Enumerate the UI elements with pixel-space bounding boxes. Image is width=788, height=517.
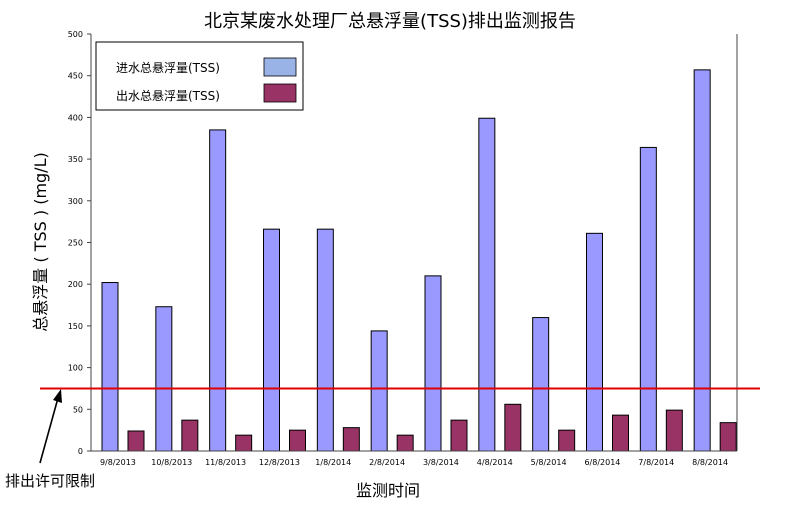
- bar-outflow-11/8/2013: [235, 434, 253, 452]
- bar-outflow-5/8/2014: [558, 429, 576, 452]
- y-tick-label: 250: [68, 239, 83, 248]
- bar-inflow-1/8/2014: [316, 228, 334, 452]
- x-tick-label: 12/8/2013: [259, 458, 300, 467]
- x-tick-label: 4/8/2014: [477, 458, 513, 467]
- chart-title: 北京某废水处理厂总悬浮量(TSS)排出监测报告: [204, 11, 576, 32]
- y-tick-label: 200: [68, 280, 83, 289]
- y-axis-ticks: 0 50 100 150 200 250 300 350 400 450 500: [68, 30, 91, 456]
- y-axis-label: 总悬浮量 ( TSS ) (mg/L): [31, 152, 50, 331]
- x-tick-label: 3/8/2014: [423, 458, 459, 467]
- legend: 进水总悬浮量(TSS) 出水总悬浮量(TSS): [95, 41, 304, 111]
- bar-outflow-6/8/2014: [612, 414, 629, 452]
- bar-inflow-9/8/2013: [101, 282, 119, 452]
- bar-inflow-12/8/2013: [263, 228, 280, 452]
- bar-outflow-12/8/2013: [289, 429, 306, 452]
- bar-outflow-3/8/2014: [450, 419, 468, 452]
- x-tick-label: 9/8/2013: [100, 458, 136, 467]
- legend-swatch-outflow: [263, 83, 297, 103]
- y-tick-label: 100: [68, 364, 83, 373]
- bar-outflow-8/8/2014: [719, 422, 737, 452]
- y-tick-label: 150: [68, 322, 83, 331]
- bar-inflow-3/8/2014: [424, 275, 442, 452]
- permit-limit-annotation: 排出许可限制: [5, 472, 95, 490]
- x-axis-ticks: 9/8/2013 10/8/2013 11/8/2013 12/8/2013 1/8/2…: [100, 458, 728, 467]
- y-tick-label: 0: [78, 447, 83, 456]
- x-tick-label: 10/8/2013: [151, 458, 192, 467]
- bar-inflow-4/8/2014: [478, 117, 496, 452]
- bar-inflow-11/8/2013: [209, 129, 227, 452]
- y-tick-label: 450: [68, 72, 83, 81]
- y-tick-label: 400: [68, 113, 83, 122]
- bars: [101, 69, 737, 452]
- bar-outflow-9/8/2013: [127, 430, 145, 452]
- x-tick-label: 8/8/2014: [692, 458, 728, 467]
- bar-outflow-4/8/2014: [504, 403, 522, 452]
- bar-inflow-10/8/2013: [155, 306, 173, 452]
- x-tick-label: 6/8/2014: [584, 458, 620, 467]
- y-tick-label: 50: [73, 405, 83, 414]
- legend-swatch-inflow: [263, 57, 297, 77]
- y-tick-label: 350: [68, 155, 83, 164]
- x-axis-label: 监测时间: [356, 481, 420, 500]
- x-tick-label: 5/8/2014: [531, 458, 567, 467]
- legend-label-outflow: 出水总悬浮量(TSS): [116, 89, 220, 103]
- bar-inflow-2/8/2014: [370, 330, 388, 452]
- bar-outflow-7/8/2014: [665, 409, 683, 452]
- bar-outflow-10/8/2013: [181, 419, 199, 452]
- bar-inflow-5/8/2014: [532, 317, 550, 452]
- bar-outflow-2/8/2014: [396, 434, 414, 452]
- bar-inflow-8/8/2014: [693, 69, 711, 452]
- x-tick-label: 7/8/2014: [638, 458, 674, 467]
- annotation-arrow: [39, 389, 62, 464]
- y-tick-label: 500: [68, 30, 83, 39]
- x-tick-label: 2/8/2014: [369, 458, 405, 467]
- legend-label-inflow: 进水总悬浮量(TSS): [116, 61, 220, 75]
- bar-outflow-1/8/2014: [342, 427, 360, 452]
- bar-inflow-6/8/2014: [586, 232, 603, 452]
- x-tick-label: 1/8/2014: [315, 458, 351, 467]
- y-tick-label: 300: [68, 197, 83, 206]
- x-tick-label: 11/8/2013: [205, 458, 246, 467]
- bar-inflow-7/8/2014: [639, 146, 657, 452]
